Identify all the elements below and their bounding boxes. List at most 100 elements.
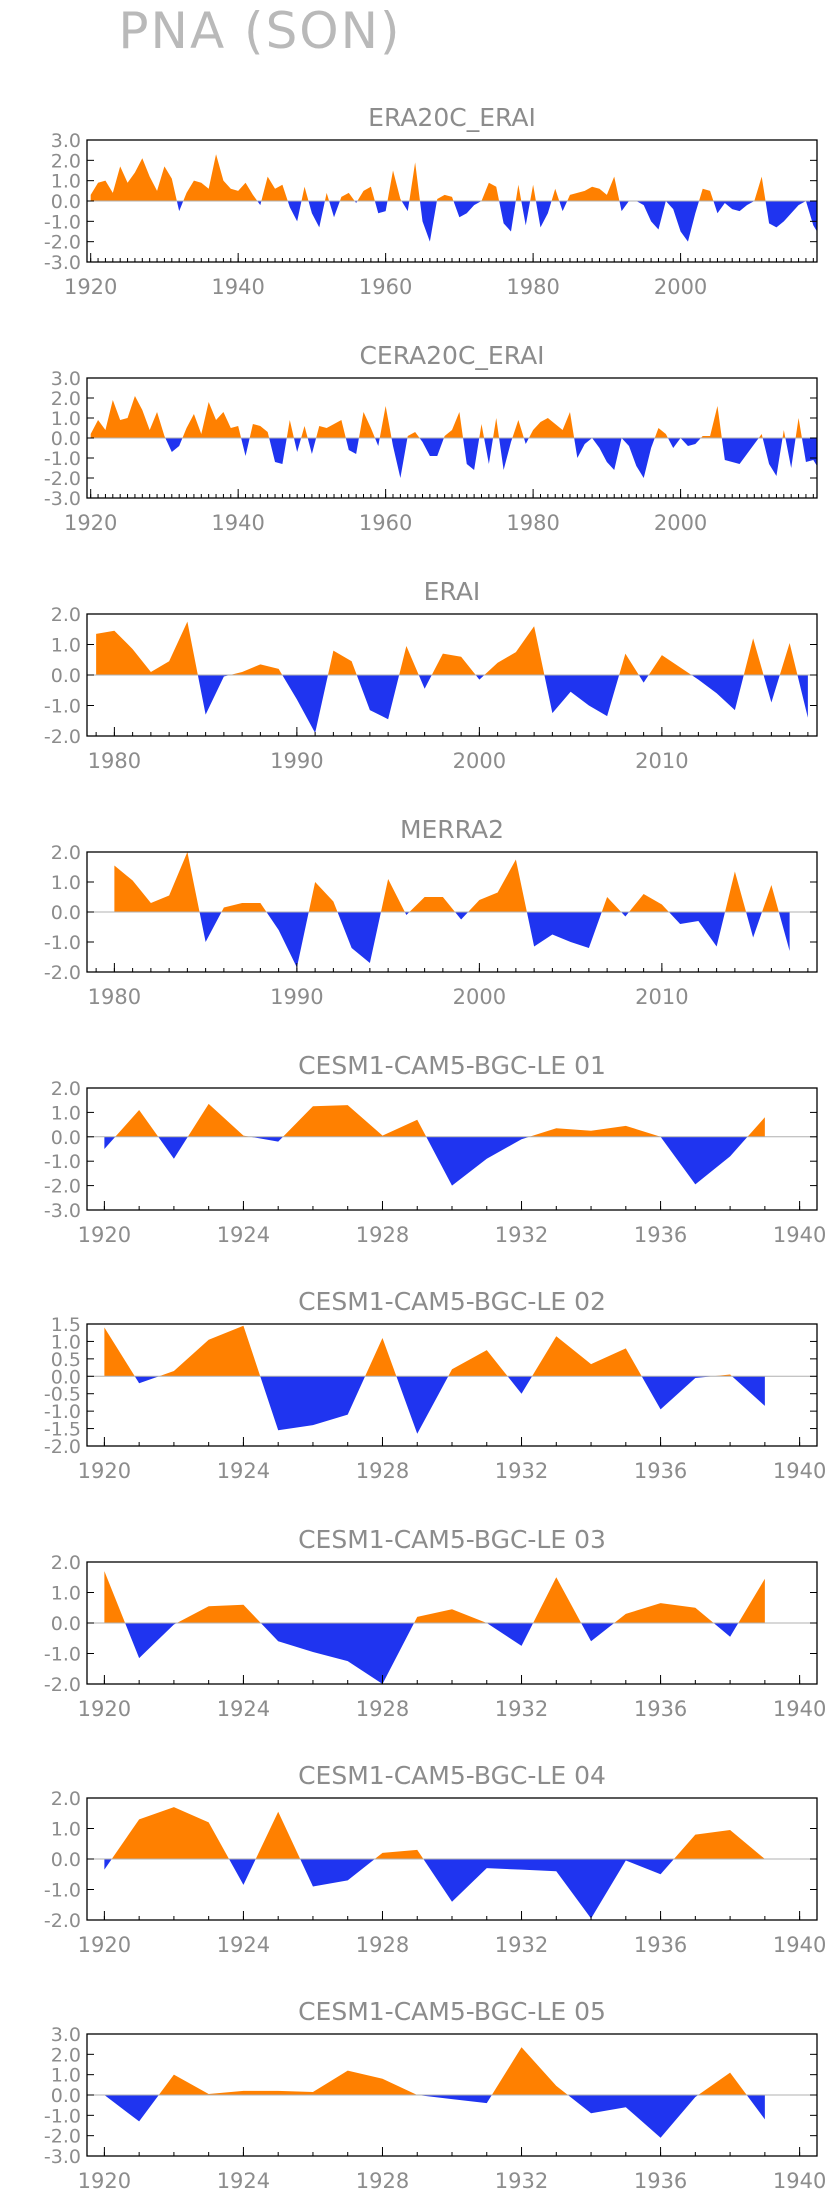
- positive-area: [104, 1325, 733, 1377]
- y-tick-label: -2.0: [44, 962, 81, 984]
- chart-panel-4: MERRA2 2.0 1.0 0.0 -1.0 -2.0 1980 1990 2000 2010: [44, 815, 818, 1009]
- x-tick-label: 1920: [78, 1459, 131, 1483]
- x-tick-label: 1940: [773, 1933, 826, 1957]
- chart-panel-8: CESM1-CAM5-BGC-LE 042.01.00.0-1.0-2.0192…: [44, 1761, 826, 1957]
- y-tick-label: -2.0: [44, 232, 81, 254]
- x-tick-label: 2000: [453, 749, 506, 773]
- y-tick-label: -1.0: [44, 2105, 81, 2127]
- y-tick-label: -3.0: [44, 488, 81, 510]
- x-tick-label: 1936: [634, 1933, 687, 1957]
- x-tick-label: 1924: [217, 2169, 270, 2193]
- x-tick-label: 1936: [634, 1459, 687, 1483]
- panel-title: CESM1-CAM5-BGC-LE 02: [298, 1287, 606, 1316]
- negative-area: [104, 1859, 765, 1919]
- x-tick-label: 1932: [495, 1223, 548, 1247]
- negative-area: [90, 438, 817, 478]
- x-tick-label: 1928: [356, 1933, 409, 1957]
- y-tick-label: -2.0: [44, 1436, 81, 1458]
- figure-title: PNA (SON): [118, 2, 402, 60]
- panel-frame: [86, 1797, 818, 1921]
- panel-title: ERAI: [424, 577, 481, 606]
- y-tick-label: -1.0: [44, 932, 81, 954]
- x-tick-label: 1940: [773, 1697, 826, 1721]
- y-tick-label: 0.0: [51, 665, 81, 687]
- x-tick-label: 1932: [495, 1933, 548, 1957]
- x-tick-label: 1920: [78, 1223, 131, 1247]
- y-tick-label: 2.0: [51, 604, 81, 626]
- x-tick-label: 1920: [64, 275, 117, 299]
- y-tick-label: 2.0: [51, 842, 81, 864]
- y-tick-label: 1.0: [51, 1102, 81, 1124]
- x-tick-label: 1960: [359, 511, 412, 535]
- y-tick-label: -3.0: [44, 1200, 81, 1222]
- x-tick-label: 1980: [506, 511, 559, 535]
- panel-frame: [86, 2033, 818, 2157]
- positive-area: [104, 2047, 765, 2095]
- positive-area: [96, 621, 808, 675]
- x-tick-label: 1924: [217, 1223, 270, 1247]
- y-tick-label: 1.0: [51, 1583, 81, 1605]
- x-tick-label: 1936: [634, 1697, 687, 1721]
- y-tick-label: 0.0: [51, 428, 81, 450]
- y-tick-label: -2.0: [44, 1176, 81, 1198]
- x-tick-label: 1924: [217, 1933, 270, 1957]
- x-tick-label: 1924: [217, 1697, 270, 1721]
- panel-frame: [86, 613, 818, 737]
- positive-area: [104, 1571, 765, 1623]
- y-tick-label: 0.0: [51, 191, 81, 213]
- y-tick-label: 1.0: [51, 635, 81, 657]
- y-tick-label: 0.0: [51, 1613, 81, 1635]
- x-tick-label: 1928: [356, 1223, 409, 1247]
- x-tick-label: 1980: [88, 985, 141, 1009]
- panel-frame: [86, 1323, 818, 1447]
- y-tick-label: -3.0: [44, 252, 81, 274]
- chart-panel-2: CERA20C_ERAI 3.02.01.00.0-1.0-2.0-3.01920…: [44, 341, 818, 535]
- x-tick-label: 2010: [635, 985, 688, 1009]
- x-tick-label: 1980: [88, 749, 141, 773]
- y-tick-label: -1.0: [44, 1151, 81, 1173]
- negative-area: [90, 201, 817, 242]
- y-tick-label: -1.0: [44, 211, 81, 233]
- x-tick-label: 1932: [495, 2169, 548, 2193]
- y-tick-label: 1.0: [51, 1331, 81, 1353]
- y-tick-label: 1.0: [51, 872, 81, 894]
- y-tick-label: 0.0: [51, 2085, 81, 2107]
- y-tick-label: -1.0: [44, 448, 81, 470]
- panel-frame: [86, 851, 818, 973]
- y-tick-label: -0.5: [44, 1384, 81, 1406]
- x-tick-label: 1940: [773, 1223, 826, 1247]
- negative-area: [104, 1623, 765, 1684]
- chart-panel-7: CESM1-CAM5-BGC-LE 032.01.00.0-1.0-2.0192…: [44, 1525, 826, 1721]
- x-tick-label: 1920: [78, 1697, 131, 1721]
- y-tick-label: 2.0: [51, 1552, 81, 1574]
- x-tick-label: 2000: [453, 985, 506, 1009]
- y-tick-label: 3.0: [51, 2024, 81, 2046]
- negative-area: [96, 675, 808, 733]
- x-tick-label: 1928: [356, 1697, 409, 1721]
- x-tick-label: 1940: [211, 511, 264, 535]
- panel-title: ERA20C_ERAI: [368, 103, 536, 132]
- x-tick-label: 1932: [495, 1459, 548, 1483]
- positive-area: [114, 852, 790, 912]
- panel-frame: [86, 377, 818, 499]
- y-tick-label: 1.0: [51, 1819, 81, 1841]
- panel-title: CESM1-CAM5-BGC-LE 01: [298, 1051, 606, 1080]
- x-tick-label: 1920: [64, 511, 117, 535]
- x-tick-label: 2010: [635, 749, 688, 773]
- y-tick-label: 0.0: [51, 1849, 81, 1871]
- x-tick-label: 1960: [359, 275, 412, 299]
- panel-title: CESM1-CAM5-BGC-LE 03: [298, 1525, 606, 1554]
- panel-frame: [86, 1561, 818, 1685]
- y-tick-label: -3.0: [44, 2146, 81, 2168]
- x-tick-label: 1990: [270, 985, 323, 1009]
- panel-title: CESM1-CAM5-BGC-LE 05: [298, 1997, 606, 2026]
- x-tick-label: 1980: [506, 275, 559, 299]
- y-tick-label: 0.0: [51, 1366, 81, 1388]
- positive-area: [104, 1807, 765, 1859]
- chart-panel-6: CESM1-CAM5-BGC-LE 02 1.51.00.50.0-0.5-1.0…: [44, 1287, 826, 1483]
- x-tick-label: 1924: [217, 1459, 270, 1483]
- x-tick-label: 1940: [211, 275, 264, 299]
- x-tick-label: 1928: [356, 1459, 409, 1483]
- y-tick-label: 2.0: [51, 1078, 81, 1100]
